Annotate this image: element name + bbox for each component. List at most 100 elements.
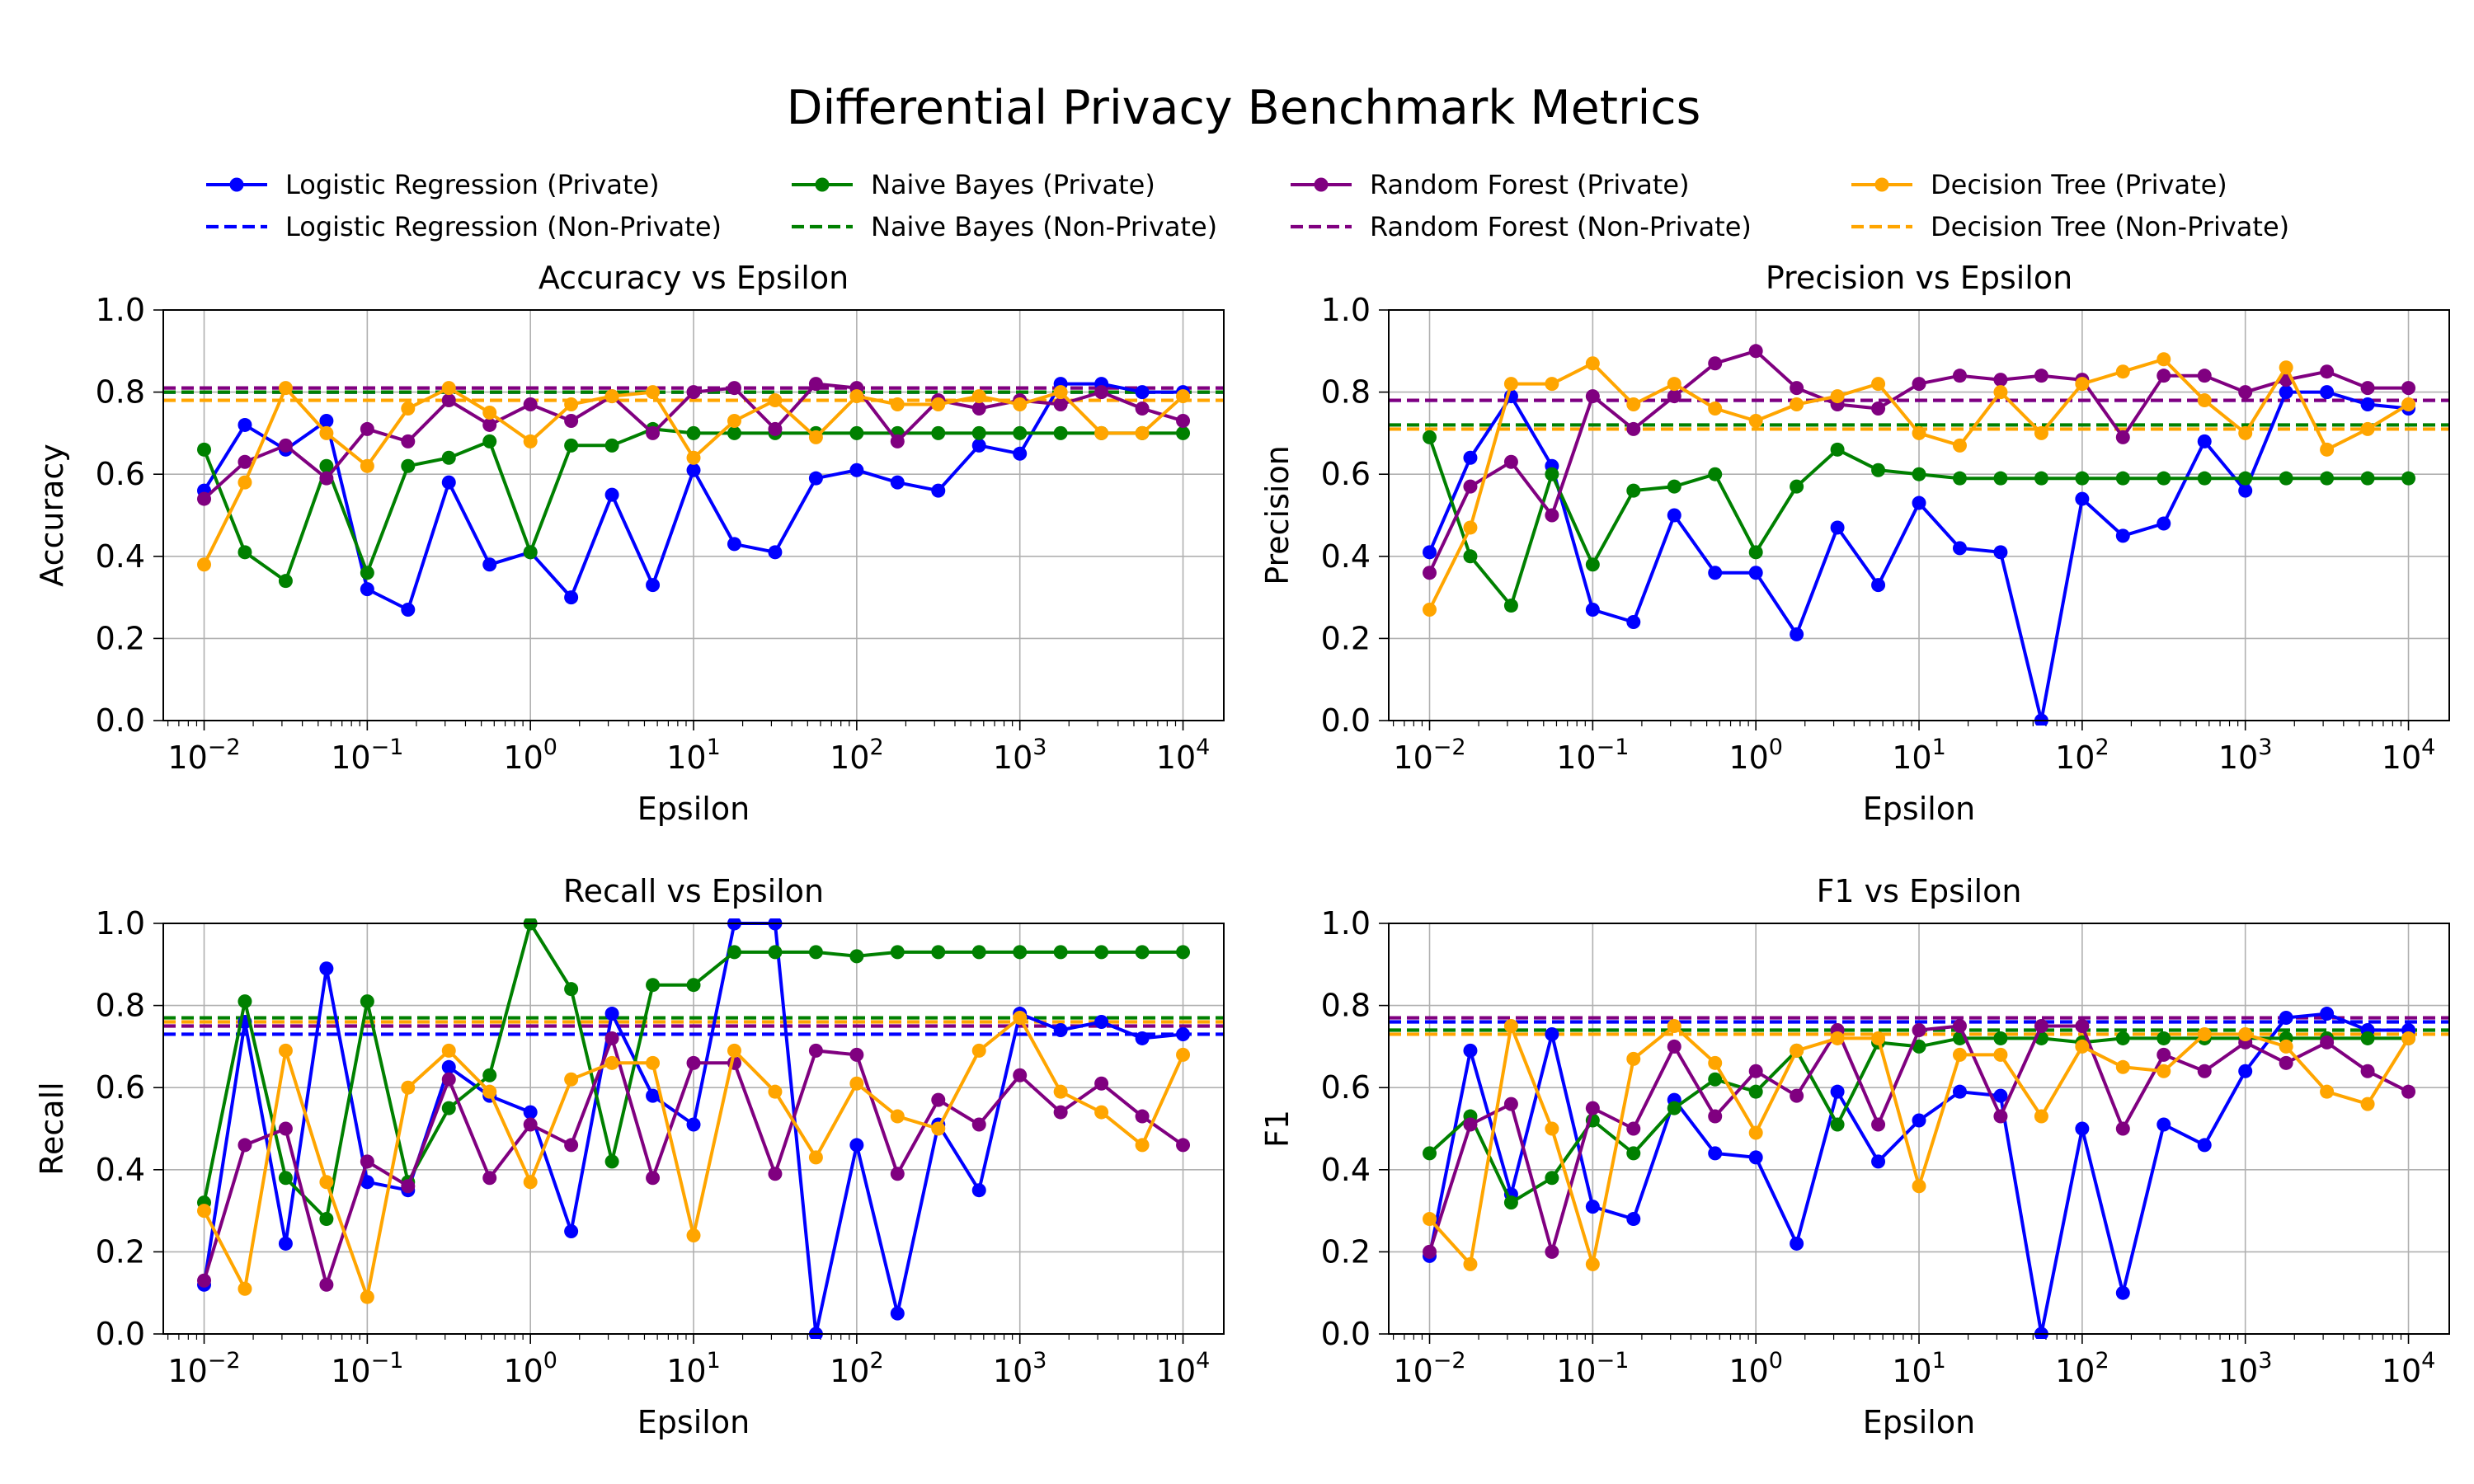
x-tick-label-exponent: 1 bbox=[707, 1348, 721, 1374]
series-point bbox=[197, 1273, 212, 1288]
legend-marker bbox=[1874, 177, 1889, 192]
series-point bbox=[931, 483, 946, 498]
series-point bbox=[768, 945, 783, 960]
y-axis-ticks: 0.0 0.2 0.4 0.6 0.8 1.0 bbox=[1321, 905, 1389, 1352]
series-point bbox=[1013, 397, 1028, 412]
series-point bbox=[278, 1043, 293, 1058]
series-point bbox=[971, 389, 986, 404]
legend-label: Logistic Regression (Private) bbox=[285, 169, 660, 200]
series-point bbox=[931, 425, 946, 440]
series-point bbox=[686, 978, 701, 993]
x-minor-ticks bbox=[1393, 1334, 2402, 1340]
series-point bbox=[1545, 1121, 1559, 1136]
series-point bbox=[360, 566, 374, 580]
x-minor-ticks bbox=[1393, 721, 2402, 726]
series-point bbox=[1626, 1121, 1641, 1136]
series-point bbox=[971, 402, 986, 416]
x-tick-label-base: 10 bbox=[167, 740, 207, 776]
x-tick-label-exponent: 1 bbox=[707, 735, 721, 760]
legend-entry: Decision Tree (Non-Private) bbox=[1851, 211, 2289, 242]
x-tick-label-base: 10 bbox=[331, 740, 370, 776]
series-point bbox=[1912, 1179, 1926, 1194]
legend-marker bbox=[1314, 177, 1329, 192]
x-tick-label-exponent: 2 bbox=[869, 1348, 883, 1374]
series-point bbox=[2279, 1039, 2293, 1054]
series-point bbox=[1135, 1031, 1150, 1045]
series-point bbox=[2157, 516, 2171, 531]
series-point bbox=[2238, 1026, 2253, 1041]
series-point bbox=[2320, 1035, 2335, 1050]
series-point bbox=[2075, 377, 2090, 392]
series-point bbox=[849, 1138, 864, 1153]
series-point bbox=[971, 425, 986, 440]
series-point bbox=[646, 1171, 661, 1186]
series-point bbox=[1871, 1031, 1886, 1045]
series-point bbox=[2320, 364, 2335, 379]
series-point bbox=[523, 545, 538, 560]
series-point bbox=[238, 417, 252, 432]
series-point bbox=[319, 961, 334, 976]
series-point bbox=[1790, 397, 1804, 412]
series-point bbox=[646, 385, 661, 400]
y-tick-label: 0.6 bbox=[1321, 456, 1371, 492]
series-point bbox=[1871, 463, 1886, 477]
panel-title: Accuracy vs Epsilon bbox=[539, 260, 849, 296]
series-point bbox=[2279, 1055, 2293, 1070]
series-point bbox=[1176, 1138, 1191, 1153]
series-point bbox=[1626, 614, 1641, 629]
series-point bbox=[2279, 385, 2293, 400]
series-point bbox=[1463, 450, 1478, 465]
chart-panel-1: 10−2 10−1 100 101 102 103 1040.00.20.40.60.81.… bbox=[34, 260, 1225, 827]
series-point bbox=[238, 1138, 252, 1153]
series-point bbox=[1993, 385, 2008, 400]
series-point bbox=[1748, 1084, 1763, 1099]
series-point bbox=[319, 1175, 334, 1190]
legend-label: Naive Bayes (Private) bbox=[871, 169, 1155, 200]
series-point bbox=[808, 1150, 823, 1165]
legend: Logistic Regression (Private) Logistic Re… bbox=[206, 169, 2289, 242]
series-point bbox=[1135, 1109, 1150, 1124]
x-tick-label-exponent: −1 bbox=[1597, 735, 1630, 760]
series-point bbox=[2238, 425, 2253, 440]
series-point bbox=[1463, 1117, 1478, 1132]
y-tick-label: 0.4 bbox=[96, 1152, 145, 1188]
series-point bbox=[808, 1043, 823, 1058]
series-point bbox=[646, 425, 661, 440]
series-point bbox=[2197, 471, 2212, 486]
series-point bbox=[1053, 1084, 1068, 1099]
x-tick-label-base: 10 bbox=[1729, 740, 1768, 776]
series-point bbox=[564, 1224, 579, 1238]
x-tick-label-base: 10 bbox=[331, 1353, 370, 1389]
x-tick-label-base: 10 bbox=[2055, 1353, 2095, 1389]
series-point bbox=[2320, 471, 2335, 486]
series-point bbox=[278, 1121, 293, 1136]
legend-entry: Random Forest (Private) bbox=[1291, 169, 1690, 200]
series-point bbox=[1053, 1105, 1068, 1120]
series-point bbox=[2279, 360, 2293, 375]
series-point bbox=[1667, 1101, 1681, 1115]
series-point bbox=[1423, 1244, 1437, 1259]
series-point bbox=[2401, 397, 2416, 412]
x-tick-label: 103 bbox=[993, 735, 1047, 776]
series-point bbox=[441, 450, 456, 465]
series-point bbox=[1503, 1019, 1518, 1033]
series-point bbox=[971, 945, 986, 960]
series-point bbox=[931, 397, 946, 412]
series-point bbox=[1423, 603, 1437, 618]
x-tick-label: 10−2 bbox=[1393, 735, 1465, 776]
series-point bbox=[686, 1055, 701, 1070]
x-tick-label-exponent: 4 bbox=[2421, 735, 2435, 760]
series-point bbox=[401, 1080, 416, 1095]
x-minor-ticks bbox=[167, 1334, 1177, 1340]
legend-label: Decision Tree (Non-Private) bbox=[1931, 211, 2289, 242]
series-point bbox=[971, 1183, 986, 1198]
series-point bbox=[727, 381, 741, 396]
series-point bbox=[1708, 467, 1723, 481]
series-point bbox=[2034, 425, 2048, 440]
series-point bbox=[1176, 1047, 1191, 1062]
x-tick-label-base: 10 bbox=[830, 740, 869, 776]
series-point bbox=[2115, 1121, 2130, 1136]
series-point bbox=[2157, 1047, 2171, 1062]
series-point bbox=[1708, 1055, 1723, 1070]
x-tick-label-exponent: −1 bbox=[1597, 1348, 1630, 1374]
